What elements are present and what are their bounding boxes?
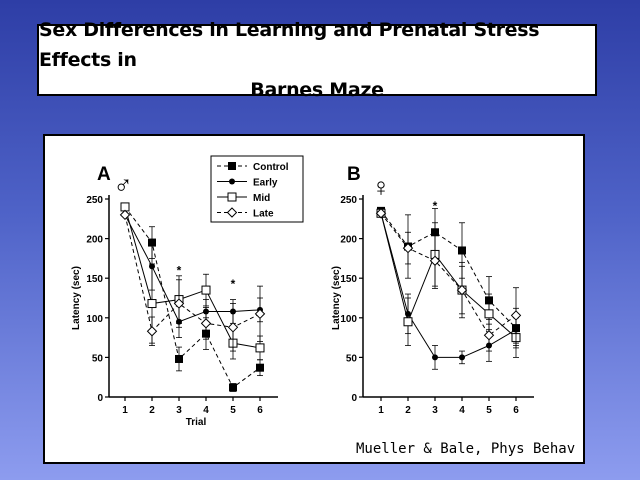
legend-label-mid: Mid [253,193,270,204]
data-point-late [254,308,266,320]
data-point-late [375,208,387,219]
slide-title-line-2: Barnes Maze [250,79,384,101]
x-axis-title: Trial [186,417,207,428]
y-tick-label: 150 [340,274,357,285]
panel-label: A [97,164,111,185]
series-line-control [380,210,517,329]
y-tick-label: 150 [86,274,103,285]
sex-symbol: ♂ [113,170,133,200]
y-tick-label: 200 [340,235,357,246]
series-line-early [380,213,517,358]
x-tick-label: 6 [513,405,519,416]
data-point-control [229,383,237,392]
data-point-mid [255,343,265,353]
series-line-early [124,214,261,323]
y-tick-label: 50 [346,353,358,364]
data-point-control [256,363,264,372]
legend-marker-late [226,207,238,218]
y-axis-title: Latency (sec) [331,266,342,330]
x-tick-label: 2 [149,405,155,416]
series-line-late [380,212,517,336]
data-point-late [173,298,185,309]
x-tick-label: 5 [230,405,236,416]
legend-box [210,155,304,223]
x-tick-label: 6 [257,405,263,416]
data-point-early [432,354,438,361]
x-tick-label: 4 [203,405,209,416]
data-point-late [227,322,239,333]
data-point-mid [201,285,211,295]
y-tick-label: 50 [92,353,104,364]
series-line-late [124,214,261,333]
y-tick-label: 200 [86,235,103,246]
data-point-late [146,326,158,337]
y-tick-label: 100 [340,314,357,325]
significance-mark: * [231,277,236,291]
significance-mark: * [433,199,438,213]
x-tick-label: 3 [432,405,438,416]
legend-marker-early [229,178,235,185]
x-tick-label: 2 [405,405,411,416]
figure-panel: A ♂ 0 50 100 150 200 250 1 2 3 4 5 6 Latency (sec) Tria… [43,134,585,464]
slide-title-line-1: Sex Differences in Learning and Prenatal… [39,19,540,71]
series-line-mid [124,206,261,349]
data-point-late [483,330,495,341]
y-axis-title: Latency (sec) [71,266,82,330]
data-point-mid [484,309,494,319]
data-point-control [458,246,466,255]
x-tick-label: 4 [459,405,465,416]
x-tick-label: 1 [378,405,384,416]
data-point-late [402,242,414,254]
title-box: Sex Differences in Learning and Prenatal… [37,19,597,101]
data-point-late [119,209,131,221]
x-tick-label: 3 [176,405,182,416]
data-point-late [510,310,522,321]
data-point-late [200,318,212,329]
y-tick-label: 250 [340,195,357,206]
panel-label: B [347,164,361,185]
data-point-mid [147,299,157,309]
y-tick-label: 0 [97,393,103,404]
legend-label-early: Early [253,178,278,189]
y-tick-label: 0 [351,393,357,404]
data-point-late [456,284,468,296]
y-tick-label: 250 [86,195,103,206]
data-point-late [429,255,441,266]
data-point-early [459,354,465,361]
significance-mark: * [177,264,182,278]
legend-label-control: Control [253,162,289,173]
data-point-mid [403,317,413,327]
y-tick-label: 100 [86,314,103,325]
x-tick-label: 5 [486,405,492,416]
x-tick-label: 1 [122,405,128,416]
sex-symbol: ♀ [371,172,391,202]
legend-label-late: Late [253,209,274,220]
data-point-control [175,354,183,363]
legend-marker-control [228,162,236,170]
series-line-control [124,206,261,389]
citation: Mueller & Bale, Phys Behav [356,441,576,457]
legend-marker-mid [227,192,237,202]
